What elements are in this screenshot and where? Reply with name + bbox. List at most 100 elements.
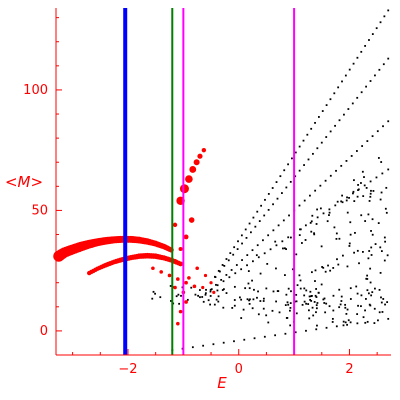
background-point [325, 104, 328, 107]
background-point [370, 230, 372, 232]
background-point [344, 321, 347, 324]
background-point [262, 307, 265, 310]
y-tick-label: 100 [23, 83, 48, 98]
x-axis-label: E [217, 374, 227, 392]
background-point [299, 287, 302, 290]
background-point [302, 139, 305, 142]
red-point [189, 166, 197, 173]
background-point [233, 246, 236, 249]
background-point [342, 254, 344, 257]
background-point [346, 265, 349, 268]
background-point [285, 317, 288, 319]
background-point [294, 331, 297, 334]
background-point [269, 248, 272, 251]
background-point [289, 180, 292, 183]
background-point [369, 195, 372, 198]
background-point [222, 288, 225, 291]
background-point [285, 186, 288, 189]
background-point [303, 300, 306, 303]
background-point [336, 258, 338, 261]
background-point [371, 218, 374, 221]
background-point [369, 281, 372, 284]
background-point [334, 124, 336, 127]
background-point [379, 21, 382, 24]
background-point [198, 289, 201, 291]
background-point [376, 130, 379, 133]
background-point [209, 295, 212, 297]
background-point [286, 301, 289, 304]
background-point [315, 288, 318, 290]
background-point [282, 247, 284, 250]
background-point [221, 289, 224, 291]
background-point [202, 344, 205, 347]
background-point [315, 307, 318, 310]
background-point [340, 164, 343, 167]
background-point [371, 291, 374, 294]
background-point [191, 346, 194, 349]
background-point [348, 68, 351, 71]
background-point [387, 317, 390, 320]
background-point [322, 212, 325, 215]
background-point [369, 180, 372, 183]
background-point [312, 314, 315, 317]
background-point [324, 270, 327, 273]
red-point [212, 290, 216, 294]
red-point [209, 281, 213, 285]
background-point [337, 86, 340, 89]
background-point [298, 145, 301, 148]
background-point [339, 303, 342, 306]
background-point [256, 296, 258, 299]
background-point [267, 321, 270, 324]
background-point [314, 294, 317, 297]
background-point [304, 239, 307, 241]
background-point [289, 324, 292, 327]
background-point [244, 287, 247, 290]
background-point [338, 237, 341, 240]
background-point [345, 160, 348, 162]
background-point [233, 340, 235, 343]
background-point [368, 250, 371, 252]
background-point [357, 189, 359, 191]
background-point [352, 62, 355, 65]
background-point [316, 324, 318, 327]
background-point [328, 214, 330, 216]
background-point [367, 257, 370, 260]
background-point [257, 290, 259, 293]
background-point [209, 288, 212, 291]
background-point [322, 298, 325, 301]
background-point [306, 133, 309, 136]
background-point [221, 264, 224, 266]
background-point [231, 307, 234, 309]
background-point [303, 199, 306, 202]
background-point [387, 168, 390, 171]
background-point [277, 290, 280, 292]
background-point [237, 240, 239, 243]
background-point [345, 312, 348, 315]
background-point [207, 299, 210, 302]
background-point [328, 305, 331, 308]
background-point [235, 264, 238, 266]
y-tick-label: 0 [40, 324, 48, 339]
background-point [346, 196, 348, 199]
background-point [154, 292, 156, 295]
background-point [371, 33, 374, 35]
background-point [356, 195, 359, 198]
background-point [258, 220, 261, 222]
background-point [352, 192, 354, 195]
background-point [371, 233, 374, 236]
background-point [272, 229, 275, 232]
background-point [262, 297, 265, 300]
red-point [178, 309, 183, 314]
background-point [272, 290, 275, 293]
background-point [358, 262, 360, 265]
background-point [305, 302, 308, 305]
background-point [325, 136, 328, 138]
background-point [353, 179, 355, 182]
background-point [311, 306, 314, 309]
background-point [335, 169, 337, 172]
background-point [321, 110, 324, 112]
background-point [331, 321, 334, 323]
background-point [383, 259, 386, 262]
background-point [275, 267, 277, 270]
red-point [201, 147, 207, 153]
